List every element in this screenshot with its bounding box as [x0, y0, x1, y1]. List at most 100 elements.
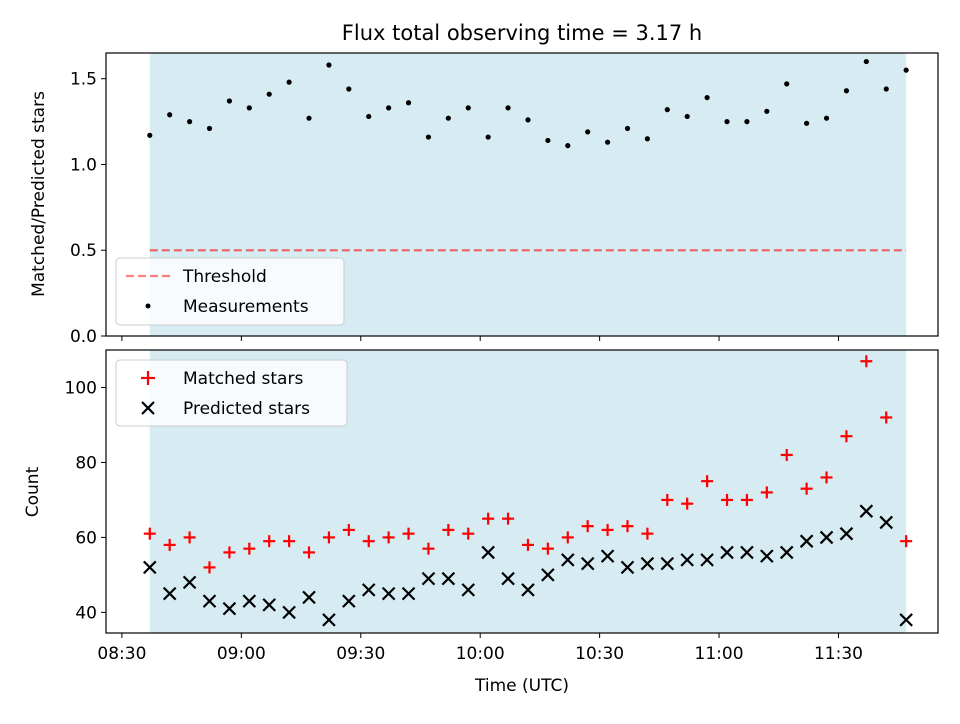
matched-star-point	[721, 493, 734, 506]
matched-star-point	[462, 527, 475, 540]
measurement-point	[624, 125, 631, 132]
x-tick-label: 09:30	[336, 644, 385, 664]
measurement-point	[186, 119, 193, 125]
x-tick-label: 11:00	[695, 644, 744, 664]
predicted-star-point	[799, 534, 814, 548]
predicted-star-point	[700, 553, 714, 567]
top-legend: Threshold Measurements	[115, 257, 345, 326]
top-y-axis-label: Matched/Predicted stars	[29, 91, 49, 297]
predicted-star-point	[481, 545, 495, 560]
predicted-star-point	[381, 586, 396, 601]
predicted-star-point	[839, 526, 854, 541]
figure-title: Flux total observing time = 3.17 h	[342, 21, 702, 45]
predicted-star-point	[302, 590, 316, 605]
predicted-star-point	[361, 583, 376, 597]
measurement-point	[226, 98, 233, 104]
measurement-point	[565, 143, 571, 149]
predicted-star-point	[182, 575, 197, 590]
top-measurement-points	[147, 58, 909, 149]
measurement-point	[764, 108, 770, 114]
legend-threshold-label: Threshold	[182, 267, 267, 287]
measurement-point	[744, 119, 750, 125]
predicted-star-point	[740, 545, 754, 560]
predicted-star-point	[421, 571, 436, 586]
matched-star-point	[263, 535, 276, 548]
predicted-star-point	[580, 556, 595, 571]
predicted-star-point	[322, 613, 336, 627]
legend-matched-label: Matched stars	[183, 369, 303, 389]
matched-star-point	[502, 512, 515, 525]
x-tick-label: 08:30	[97, 644, 146, 664]
predicted-star-point	[899, 613, 913, 627]
predicted-star-point	[282, 605, 296, 620]
bottom-predicted-points	[143, 504, 913, 627]
matched-star-point	[521, 538, 534, 551]
bottom-legend: Matched stars Predicted stars	[115, 359, 348, 427]
measurement-point	[445, 115, 451, 121]
predicted-star-point	[600, 549, 615, 563]
top-panel: 0.0 0.5 1.0 1.5 Matched/Predicted stars Thr…	[29, 52, 939, 347]
matched-star-point	[223, 546, 236, 559]
measurement-point	[147, 132, 153, 138]
predicted-star-point	[859, 504, 874, 518]
matched-star-point	[362, 535, 375, 548]
measurement-point	[505, 105, 511, 111]
matched-star-point	[701, 475, 714, 488]
measurement-point	[664, 107, 670, 113]
bottom-x-axis-label: Time (UTC)	[474, 676, 569, 696]
y-tick-label: 0.0	[70, 327, 97, 347]
measurement-point	[704, 94, 710, 101]
matched-star-point	[183, 531, 196, 544]
matched-star-point	[283, 535, 296, 548]
top-legend-box	[115, 257, 345, 326]
bottom-y-axis-label: Count	[23, 466, 43, 517]
y-tick-label: 0.5	[70, 241, 97, 261]
matched-star-point	[203, 561, 216, 574]
measurement-point	[604, 139, 611, 145]
measurement-point	[266, 91, 272, 97]
predicted-star-point	[760, 549, 774, 563]
legend-measurements-label: Measurements	[183, 297, 309, 317]
matched-star-point	[382, 531, 395, 544]
predicted-star-point	[202, 594, 217, 608]
measurement-point	[804, 120, 810, 126]
legend-matched-swatch	[141, 371, 155, 385]
predicted-star-point	[521, 583, 535, 597]
predicted-star-point	[640, 556, 655, 571]
predicted-star-point	[342, 594, 356, 608]
measurement-point	[366, 113, 372, 120]
matched-star-point	[342, 523, 355, 536]
matched-star-point	[900, 535, 913, 548]
predicted-star-point	[680, 553, 694, 567]
measurement-point	[346, 86, 352, 92]
predicted-star-point	[541, 568, 555, 582]
matched-star-point	[243, 542, 256, 555]
measurement-point	[405, 100, 412, 106]
predicted-star-point	[262, 598, 276, 612]
measurement-point	[684, 113, 690, 120]
predicted-star-point	[819, 530, 834, 545]
matched-star-point	[780, 448, 793, 461]
matched-star-point	[860, 355, 873, 368]
measurement-point	[386, 105, 392, 111]
y-tick-label: 40	[75, 603, 97, 623]
measurement-point	[485, 134, 491, 140]
predicted-star-point	[222, 601, 237, 616]
measurement-point	[903, 67, 909, 73]
predicted-star-point	[242, 594, 257, 608]
bottom-panel: 40 60 80 100 08:30 09:00 09:30 10:00 10:30 11:00…	[23, 349, 939, 696]
matched-star-point	[661, 493, 674, 506]
matched-star-point	[800, 482, 813, 495]
matched-star-point	[681, 497, 694, 510]
measurement-point	[167, 112, 173, 118]
matched-star-point	[561, 531, 574, 544]
measurement-point	[784, 81, 790, 87]
measurement-point	[206, 125, 213, 132]
matched-star-point	[740, 493, 753, 506]
x-tick-label: 11:30	[814, 644, 863, 664]
x-tick-label: 10:30	[575, 644, 624, 664]
matched-star-point	[581, 520, 594, 533]
predicted-star-point	[501, 571, 515, 586]
predicted-star-point	[779, 545, 794, 560]
